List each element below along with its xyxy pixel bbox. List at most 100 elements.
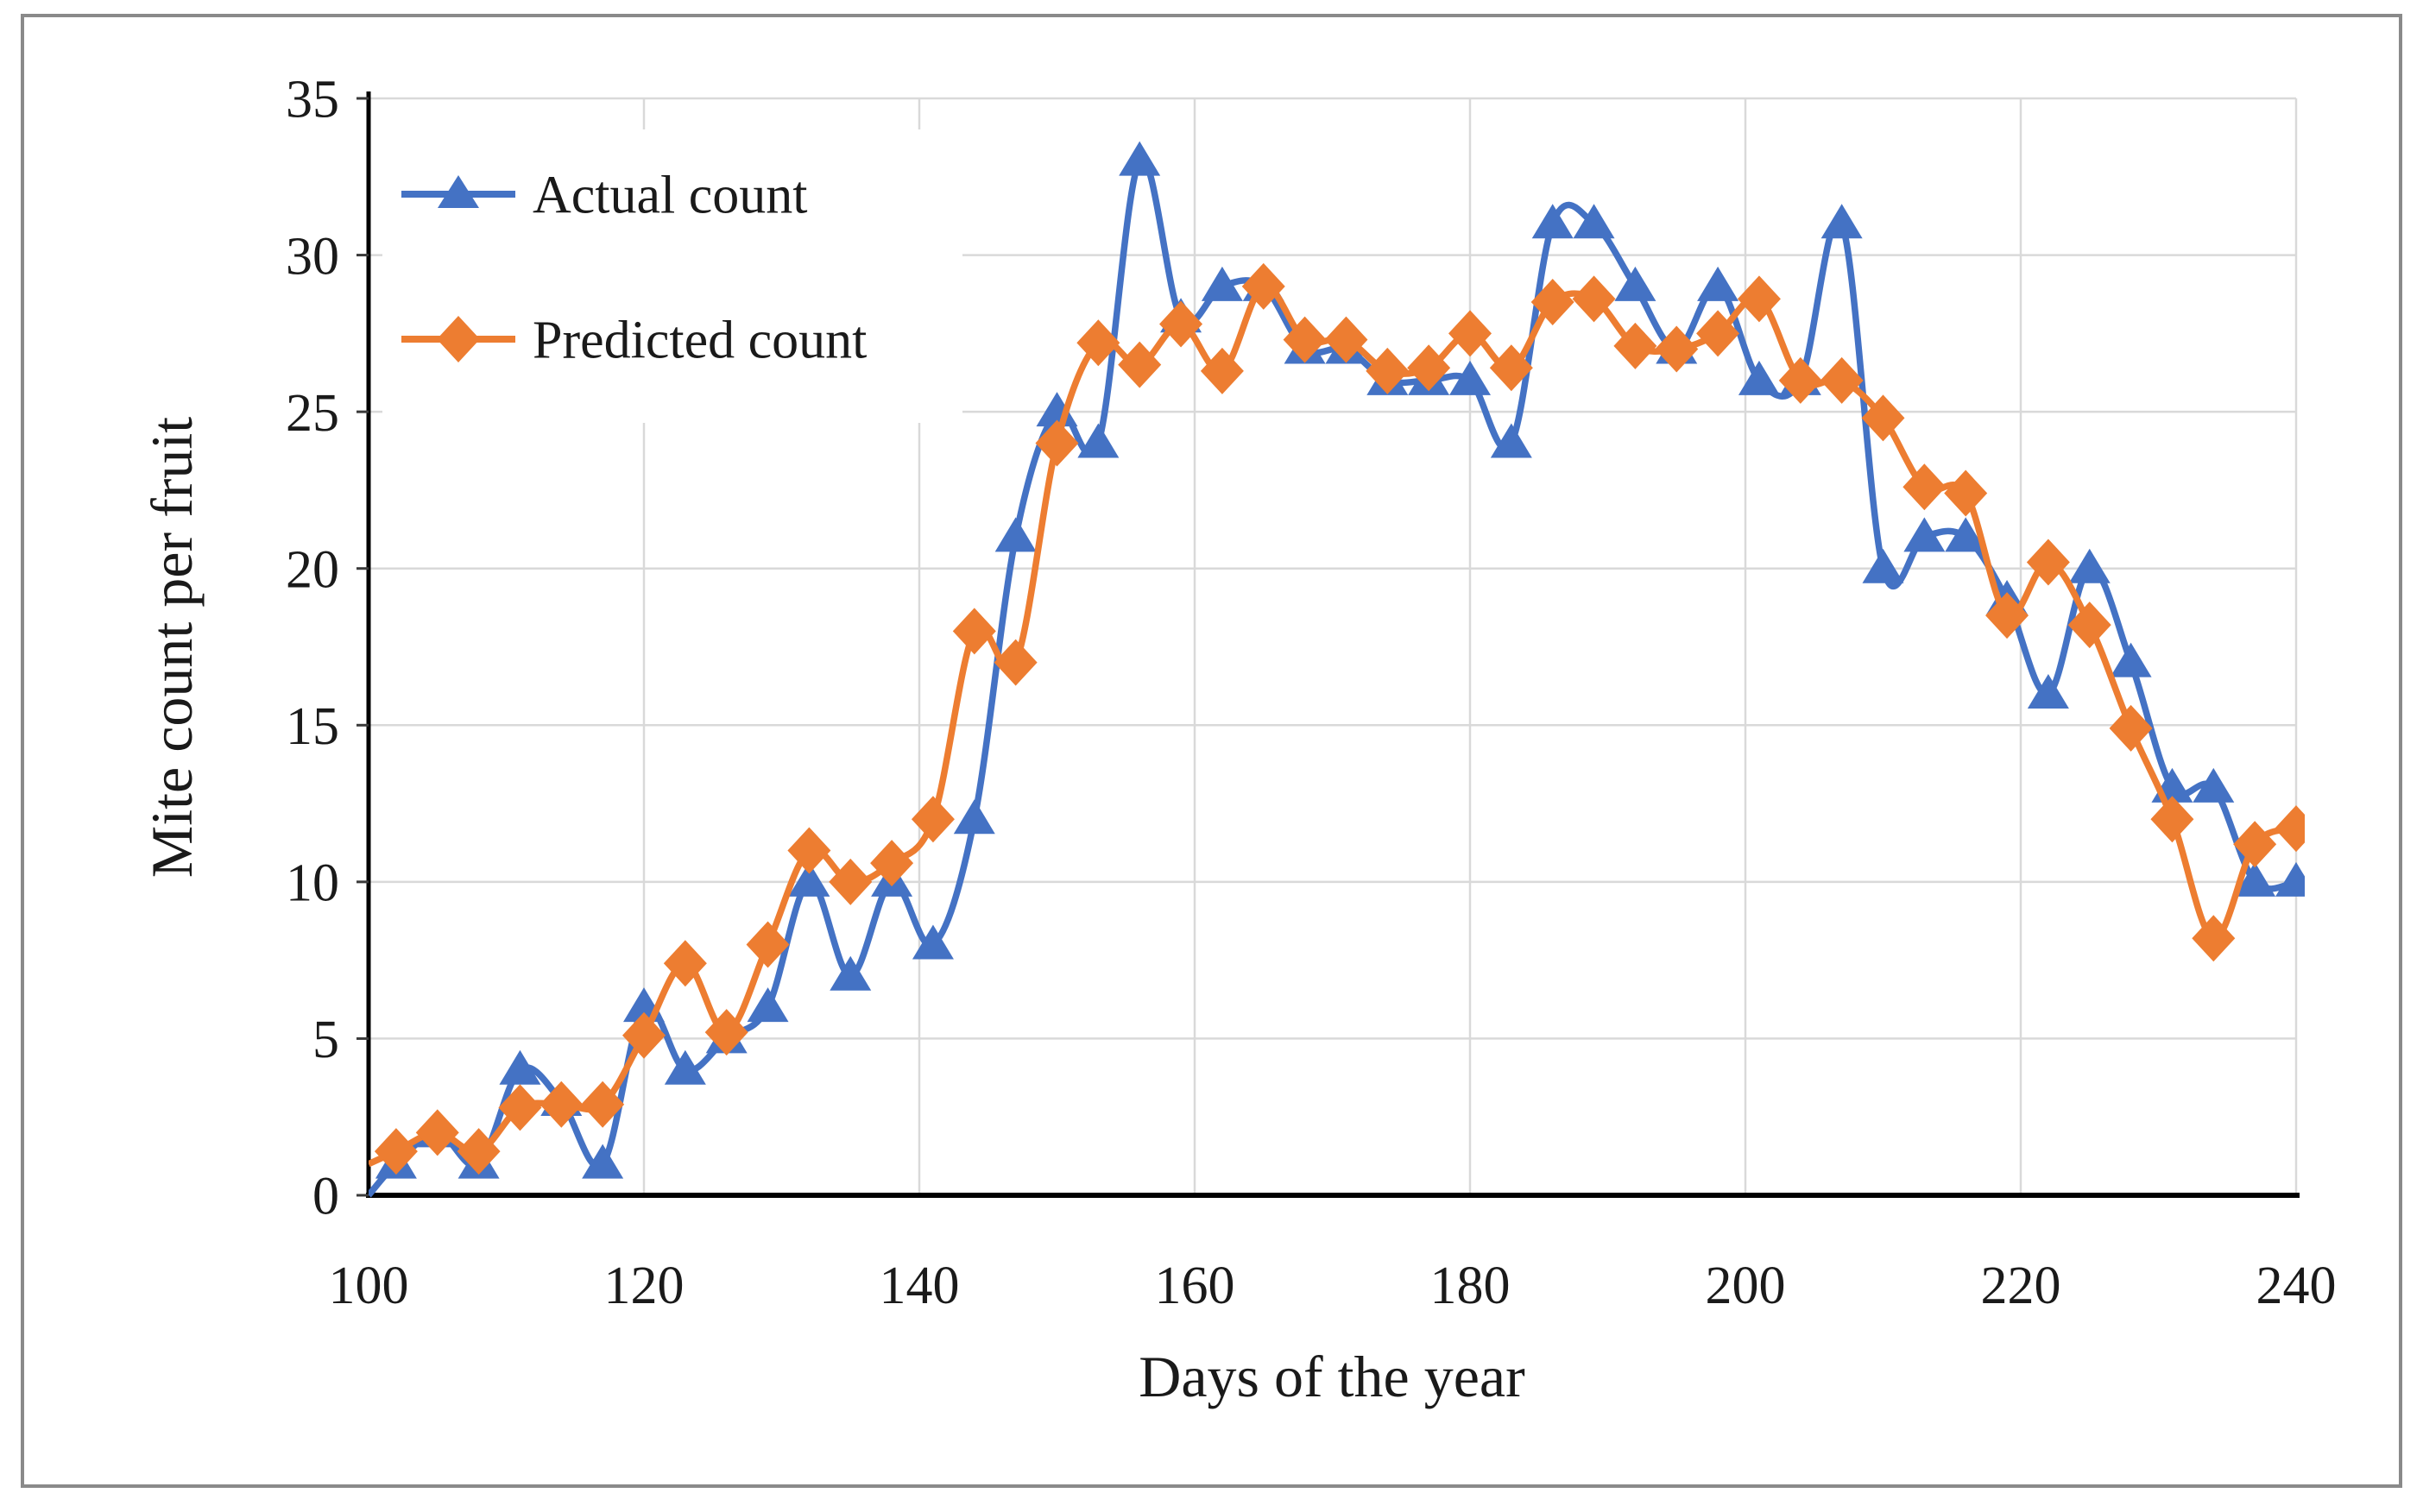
diamond-marker	[2275, 805, 2305, 853]
x-tick-label: 220	[1981, 1257, 2061, 1315]
diamond-marker	[746, 921, 790, 968]
x-tick-label: 200	[1706, 1257, 1786, 1315]
triangle-marker	[1862, 548, 1904, 583]
diamond-marker	[1572, 275, 1616, 323]
diamond-marker	[704, 1009, 748, 1056]
diamond-marker	[1944, 469, 1988, 517]
triangle-marker	[499, 1049, 541, 1085]
diamond-marker	[1283, 316, 1327, 363]
legend-label-predicted: Predicted count	[533, 312, 867, 370]
diamond-marker	[2233, 821, 2277, 868]
axes	[357, 91, 2300, 1198]
triangle-marker	[1531, 204, 1574, 239]
x-tick-label: 140	[880, 1257, 960, 1315]
diamond-marker	[1696, 310, 1740, 357]
diamond-marker	[1489, 344, 1533, 392]
triangle-marker	[912, 924, 954, 960]
diamond-marker	[1324, 316, 1368, 363]
tick-labels: 0 5 10 15 20 25 30 35 100 120 140 160 180 200 220 240	[286, 71, 2337, 1315]
diamond-marker	[1985, 592, 2029, 639]
x-tick-label: 120	[604, 1257, 685, 1315]
legend-background	[382, 129, 962, 423]
diamond-marker	[1530, 279, 1574, 326]
diamond-marker	[457, 1128, 501, 1175]
triangle-marker	[788, 861, 830, 897]
y-tick-label: 30	[286, 227, 339, 286]
diamond-marker	[1366, 347, 1410, 394]
y-tick-label: 10	[286, 854, 339, 913]
diamond-marker	[1407, 344, 1451, 392]
diamond-marker	[1159, 300, 1203, 348]
triangle-marker	[1201, 266, 1243, 301]
triangle-marker	[1077, 423, 1120, 458]
diamond-marker	[1655, 325, 1699, 373]
triangle-marker	[2275, 861, 2305, 897]
diamond-marker	[787, 827, 831, 874]
triangle-marker	[2193, 767, 2235, 803]
y-tick-label: 20	[286, 540, 339, 599]
triangle-marker	[1945, 517, 1987, 552]
diamond-marker	[539, 1080, 584, 1128]
series-group	[369, 141, 2305, 1198]
diamond-marker	[1200, 347, 1244, 394]
triangle-marker	[1738, 360, 1780, 395]
legend-item-predicted: Predicted count	[401, 312, 867, 370]
x-axis-title: Days of the year	[1139, 1344, 1525, 1409]
triangle-marker	[1490, 423, 1532, 458]
legend: Actual count Predicted count	[382, 129, 962, 423]
diamond-marker	[1241, 262, 1285, 310]
x-tick-label: 100	[329, 1257, 409, 1315]
diamond-marker	[415, 1109, 459, 1156]
diamond-marker	[1035, 419, 1079, 467]
y-tick-label: 0	[312, 1168, 339, 1226]
y-tick-label: 15	[286, 697, 339, 756]
diamond-marker	[1737, 275, 1781, 323]
legend-label-actual: Actual count	[533, 167, 808, 225]
triangle-marker	[994, 517, 1037, 552]
diamond-marker	[2109, 704, 2153, 752]
series-predicted	[369, 262, 2305, 1175]
legend-triangle-icon	[438, 175, 479, 208]
diamond-marker	[2150, 796, 2194, 843]
triangle-marker	[1697, 266, 1739, 301]
triangle-marker	[953, 799, 995, 835]
x-tick-label: 160	[1155, 1257, 1235, 1315]
triangle-marker	[582, 1143, 624, 1179]
triangle-marker	[2234, 861, 2276, 897]
diamond-marker	[2192, 915, 2236, 962]
diamond-marker	[1613, 322, 1657, 369]
triangle-marker	[1449, 360, 1491, 395]
triangle-marker	[1903, 517, 1946, 552]
triangle-marker	[1573, 204, 1615, 239]
legend-diamond-icon	[437, 316, 480, 362]
diamond-marker	[1902, 463, 1947, 511]
triangle-marker	[2068, 548, 2111, 583]
triangle-marker	[1119, 141, 1161, 176]
diamond-marker	[581, 1080, 625, 1128]
triangle-marker	[1036, 392, 1078, 427]
diamond-marker	[952, 608, 996, 655]
triangle-marker	[2027, 673, 2069, 709]
y-tick-label: 35	[286, 71, 339, 129]
triangle-marker	[830, 955, 872, 991]
diamond-marker	[870, 840, 914, 887]
triangle-marker	[747, 987, 789, 1023]
diamond-marker	[374, 1128, 418, 1175]
diamond-marker	[829, 858, 873, 905]
diamond-marker	[1118, 341, 1162, 388]
diamond-marker	[663, 940, 707, 987]
diamond-marker	[1448, 310, 1492, 357]
diamond-marker	[2067, 602, 2111, 649]
x-tick-label: 240	[2256, 1257, 2337, 1315]
y-tick-label: 25	[286, 384, 339, 443]
diamond-marker	[911, 796, 955, 843]
diamond-marker	[498, 1084, 542, 1131]
y-tick-label: 5	[312, 1011, 339, 1069]
diamond-marker	[1076, 319, 1120, 367]
triangle-marker	[664, 1049, 706, 1085]
y-axis-title: Mite count per fruit	[139, 417, 205, 879]
diamond-marker	[1778, 356, 1822, 404]
diamond-marker	[994, 639, 1038, 686]
